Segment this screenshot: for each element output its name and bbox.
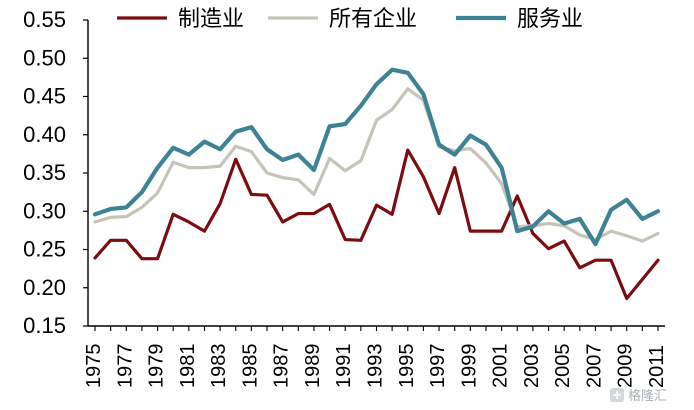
y-tick-label: 0.25 <box>23 237 66 262</box>
x-tick-label: 1999 <box>458 343 480 388</box>
x-tick-label: 2001 <box>490 344 512 388</box>
watermark: 格隆汇 <box>610 388 667 404</box>
x-tick-label: 2011 <box>646 345 668 388</box>
watermark-text: 格隆汇 <box>628 388 667 404</box>
x-tick-label: 1979 <box>146 344 168 389</box>
y-tick-label: 0.55 <box>23 7 66 32</box>
y-tick-label: 0.15 <box>23 313 66 338</box>
x-tick-label: 1983 <box>208 344 230 389</box>
legend-label-1: 制造业 <box>178 7 244 32</box>
x-tick-label: 2009 <box>615 344 637 389</box>
x-tick-label: 1995 <box>396 344 418 389</box>
y-tick-label: 0.40 <box>23 122 66 147</box>
series-line-2 <box>93 87 660 243</box>
x-tick-label: 1989 <box>302 344 324 389</box>
x-tick-label: 1987 <box>271 344 293 389</box>
x-tick-label: 2007 <box>583 344 605 389</box>
x-tick-label: 1975 <box>83 344 105 389</box>
series-line-3 <box>92 67 661 247</box>
x-tick-label: 1993 <box>365 344 387 389</box>
axes-layer: 0.15 0.20 0.25 0.30 0.35 0.40 0.45 0.50 0.55 1975… <box>23 7 668 388</box>
y-tick-label: 0.35 <box>23 160 66 185</box>
legend-label-3: 服务业 <box>517 7 583 32</box>
y-tick-label: 0.20 <box>23 275 66 300</box>
series-line-1 <box>93 148 660 301</box>
x-tick-label: 1977 <box>114 344 136 389</box>
y-tick-label: 0.30 <box>23 198 66 223</box>
x-tick-label: 2003 <box>521 344 543 389</box>
x-tick-label: 1991 <box>333 344 355 389</box>
y-tick-label: 0.45 <box>23 84 66 109</box>
series-layer <box>92 67 661 301</box>
watermark-icon-mark <box>613 391 621 399</box>
x-tick-label: 1981 <box>177 344 199 389</box>
x-tick-label: 1985 <box>239 344 261 389</box>
x-tick-label: 1997 <box>427 344 449 389</box>
legend-label-2: 所有企业 <box>329 7 417 32</box>
x-tick-label: 2005 <box>552 344 574 389</box>
legend: 制造业 所有企业 服务业 <box>117 7 583 32</box>
y-tick-label: 0.50 <box>23 45 66 70</box>
